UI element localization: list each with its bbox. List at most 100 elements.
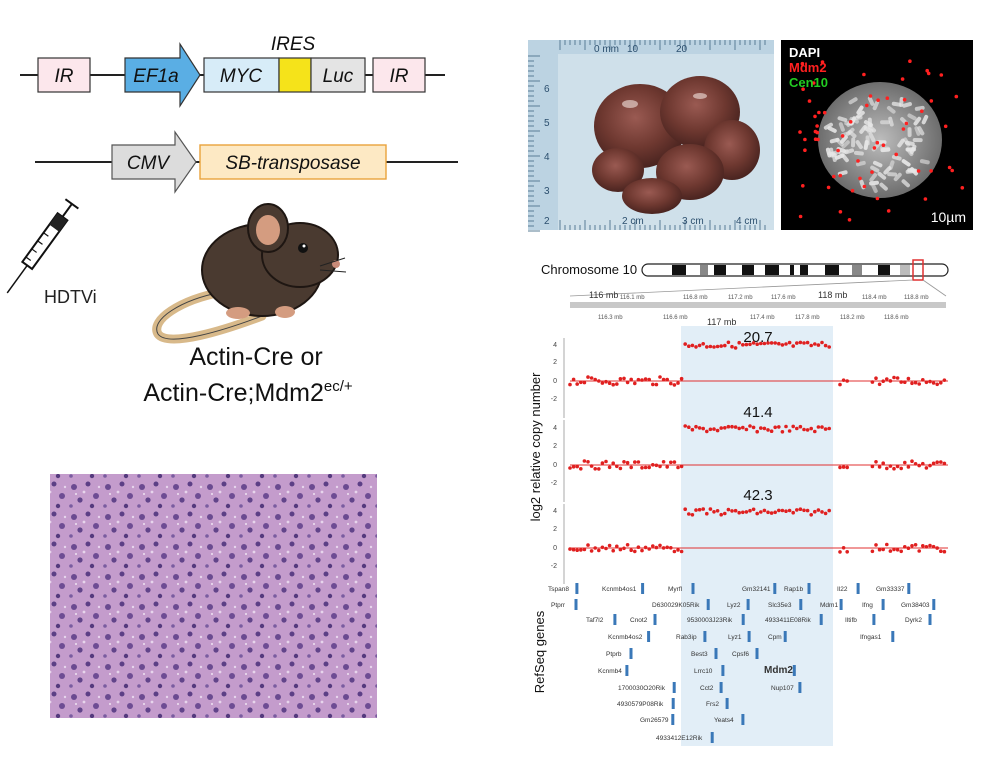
gene-label-iltifb: Iltifb [845,617,857,624]
gene-label-ptprb: Ptprb [606,651,622,658]
gene-label-cpsf6: Cpsf6 [732,651,749,658]
gene-label-rap1b: Rap1b [784,586,804,593]
chromosome-label: Chromosome 10 [541,262,637,277]
track-1-ytick-4: 4 [553,342,557,349]
track-1-ytick-0: 0 [553,378,557,385]
luc-label: Luc [323,66,354,87]
gene-label-ifng: Ifng [862,602,873,609]
gene-label-lyz1: Lyz1 [728,634,742,641]
myc-box [203,57,280,93]
ruler-minor-11: 118.6 mb [884,315,909,321]
genomic-ruler: 116 mb 117 mb 118 mb 116.1 mb 116.8 mb 1… [570,290,946,327]
ires-box [278,57,312,93]
ruler-minor-6: 116.3 mb [598,315,623,321]
gene-label-lrrc10: Lrrc10 [694,668,713,675]
myc-label: MYC [220,66,263,87]
ruler-major-117: 117 mb [707,317,736,327]
ruler-minor-5: 118.8 mb [904,295,929,301]
gene-label-gm26579: Gm26579 [640,717,669,724]
track-3-label: 42.3 [743,487,772,504]
sb-transposase-label: SB-transposase [225,153,360,174]
ruler-left-4: 2 [544,216,550,227]
track-3-ytick-4: 4 [553,508,557,515]
track-3-ytick-0: 0 [553,545,557,552]
fish-label-dapi: DAPI [789,45,820,60]
ruler-major-116: 116 mb [589,290,618,300]
genotype-line-2: Actin-Cre;Mdm2ec/+ [143,378,353,407]
ir-right-box [372,57,426,93]
gene-track: Tspan8 Kcnmb4os1 Myrfl Gm32141 Rap1b Il22 Gm33… [548,583,936,743]
ruler-minor-8: 117.4 mb [750,315,775,321]
refseq-genes-label: RefSeq genes [532,610,547,693]
gene-label-kcnmb4: Kcnmb4 [598,668,622,675]
gene-label-9530003j23rik: 9530003J23Rik [687,617,733,624]
cmv-label: CMV [127,153,172,174]
track-1-points [568,340,947,387]
ruler-minor-7: 116.6 mb [663,315,688,321]
track-1-label: 20.7 [743,329,772,346]
histology-image [50,474,377,718]
gene-label-dyrk2: Dyrk2 [905,617,922,624]
ruler-top-0: 0 mm [594,44,619,55]
track-2-ytick-4: 4 [553,425,557,432]
ruler-minor-10: 118.2 mb [840,315,865,321]
gene-label-kcnmb4os2: Kcnmb4os2 [608,634,643,641]
gene-label-gm38403: Gm38403 [901,602,930,609]
track-2-ytick-0: 0 [553,462,557,469]
genotype-line-1: Actin-Cre or [189,343,322,371]
track-2-ytick-2: 2 [553,443,557,450]
zoom-line-right [922,279,947,297]
fish-mdm2-signals [798,59,965,222]
ir-left-box [37,57,91,93]
gene-label-ifngas1: Ifngas1 [860,634,882,641]
fish-image: DAPI Mdm2 Cen10 10µm [781,40,973,230]
gene-label-4933412e12rik: 4933412E12Rik [656,735,703,742]
ir-right-label: IR [390,66,409,87]
fish-label-mdm2: Mdm2 [789,60,827,75]
gene-label-4933411e08rik: 4933411E08Rik [765,617,812,624]
gene-label-gm33337: Gm33337 [876,586,905,593]
gene-label-nup107: Nup107 [771,685,794,692]
gene-label-il22: Il22 [837,586,848,593]
luc-box [310,57,366,93]
fish-chromosomes [823,96,930,193]
ruler-left-3: 3 [544,186,550,197]
gene-label-tspan8: Tspan8 [548,586,569,593]
ruler-left-2: 4 [544,152,550,163]
ruler-minor-0: 116.1 mb [620,295,645,301]
ruler-minor-2: 117.2 mb [728,295,753,301]
gene-label-mdm2: Mdm2 [764,665,793,676]
ef1a-label: EF1a [133,66,178,87]
track-2-ytick-neg2: -2 [551,480,557,487]
sb-transposase-box [199,144,387,180]
ruler-bottom-1: 3 cm [682,216,704,227]
gene-label-cpm: Cpm [768,634,782,641]
gene-label-1700030o20rik: 1700030O20Rik [618,685,666,692]
cmv-promoter-arrow [111,130,197,194]
gene-label-gm32141: Gm32141 [742,586,771,593]
gene-label-cct2: Cct2 [700,685,714,692]
chromosome-bands [672,265,910,275]
y-axis-label: log2 relative copy number [528,372,543,522]
ruler-minor-3: 117.6 mb [771,295,796,301]
amplicon-highlight [681,326,833,746]
track-3-points [568,507,947,554]
gene-label-lyz2: Lyz2 [727,602,741,609]
gene-label-slc35e3: Slc35e3 [768,602,792,609]
fish-label-cen10: Cen10 [789,75,828,90]
ruler-top-2: 20 [676,44,688,55]
cnv-track-1: 4 2 0 -2 20.7 [551,329,948,418]
track-1-ytick-neg2: -2 [551,396,557,403]
gene-label-frs2: Frs2 [706,701,719,708]
gene-label-myrfl: Myrfl [668,586,683,593]
gene-label-d630029k05rik: D630029K05Rik [652,602,700,609]
gene-label-cnot2: Cnot2 [630,617,648,624]
track-3-ytick-2: 2 [553,526,557,533]
ruler-bottom-2: 4 cm [736,216,758,227]
chromosome-region-highlight [912,259,924,281]
gene-label-ptprr: Ptprr [551,602,566,609]
zoom-line-left [569,279,914,297]
tumor-mass [592,76,760,214]
ruler-left-1: 5 [544,118,550,129]
